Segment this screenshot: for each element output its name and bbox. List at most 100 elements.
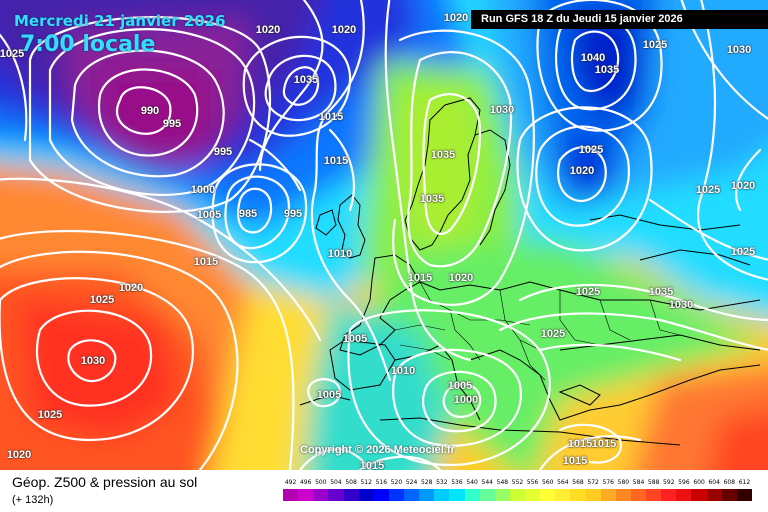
- isobar-label: 995: [283, 208, 303, 220]
- isobar-label: 1000: [453, 394, 479, 406]
- legend-swatch: [283, 489, 299, 501]
- legend-tick-label: 496: [299, 479, 312, 486]
- isobars: [0, 0, 768, 470]
- borders: [394, 281, 681, 381]
- color-legend: 492 496 500 504 508 512 516 520 524 528 532 536 540 5…: [283, 477, 753, 505]
- isobar-label: 1025: [540, 328, 566, 340]
- legend-swatch: [600, 489, 617, 501]
- legend-swatch: [615, 489, 632, 501]
- legend-tick-label: 564: [557, 479, 569, 486]
- isobar-label: 1040: [580, 52, 606, 64]
- legend-tick-label: 544: [481, 479, 493, 486]
- isobar-label: 1015: [318, 111, 344, 123]
- legend-swatch: [570, 489, 587, 501]
- legend-swatch: [479, 489, 496, 501]
- legend-swatch: [646, 489, 662, 501]
- isobar-label: 990: [140, 105, 160, 117]
- legend-tick-label: 552: [511, 479, 524, 486]
- isobar-label: 1020: [6, 449, 32, 461]
- isobar-label: 1015: [567, 438, 593, 450]
- legend-tick-label: 588: [647, 479, 660, 486]
- isobar-label: 1030: [489, 104, 515, 116]
- isobar-label: 1035: [648, 286, 674, 298]
- isobar-label: 1005: [196, 209, 222, 221]
- legend-swatch: [540, 489, 556, 501]
- isobar-label: 1015: [407, 272, 433, 284]
- isobar-label: 1025: [642, 39, 668, 51]
- isobar-label: 1025: [0, 48, 25, 60]
- legend-tick-label: 508: [345, 479, 357, 486]
- legend-swatch: [555, 489, 571, 501]
- isobar-label: 1030: [80, 355, 106, 367]
- legend-swatch: [388, 489, 405, 501]
- legend-swatch: [358, 489, 375, 501]
- legend-tick-label: 608: [723, 479, 736, 486]
- isobar-label: 985: [238, 208, 258, 220]
- isobar-label: 1030: [726, 44, 752, 56]
- legend-swatch: [691, 489, 708, 501]
- lead-time: (+ 132h): [12, 494, 54, 506]
- legend-tick-label: 540: [466, 479, 478, 486]
- legend-swatch: [313, 489, 329, 501]
- copyright-notice: Copyright © 2026 Meteociel.fr: [300, 444, 455, 456]
- legend-tick-label: 520: [390, 479, 403, 486]
- isobar-label: 1020: [118, 282, 144, 294]
- map-canvas: [0, 0, 768, 470]
- isobar-label: 1020: [443, 12, 469, 24]
- legend-swatch: [585, 489, 602, 501]
- legend-tick-label: 612: [738, 479, 751, 486]
- footer: Géop. Z500 & pression au sol (+ 132h) 49…: [0, 470, 768, 512]
- isobar-label: 1015: [323, 155, 349, 167]
- legend-tick-label: 584: [632, 479, 645, 486]
- legend-tick-label: 604: [708, 479, 720, 486]
- isobar-label: 1015: [591, 438, 617, 450]
- legend-tick-label: 556: [526, 479, 539, 486]
- legend-swatch: [434, 489, 450, 501]
- legend-tick-label: 568: [572, 479, 584, 486]
- isobar-label: 995: [213, 146, 233, 158]
- isobar-label: 1015: [193, 256, 219, 268]
- legend-swatch: [343, 489, 360, 501]
- map-caption: Géop. Z500 & pression au sol: [12, 474, 198, 490]
- isobar-label: 1035: [594, 64, 620, 76]
- legend-tick-label: 516: [375, 479, 388, 486]
- legend-swatch: [736, 489, 753, 501]
- forecast-time: 7:00 locale: [20, 32, 156, 57]
- isobar-label: 1025: [578, 144, 604, 156]
- legend-tick-label: 512: [360, 479, 372, 486]
- legend-swatch: [525, 489, 541, 501]
- legend-tick-label: 500: [315, 479, 327, 486]
- geopotential-field: [0, 0, 768, 470]
- legend-swatch: [509, 489, 526, 501]
- legend-tick-label: 596: [678, 479, 690, 486]
- isobar-label: 1035: [419, 193, 445, 205]
- isobar-label: 1020: [255, 24, 281, 36]
- legend-swatch: [404, 489, 420, 501]
- isobar-label: 1035: [293, 74, 319, 86]
- isobar-label: 1025: [89, 294, 115, 306]
- isobar-label: 1015: [359, 460, 385, 470]
- legend-tick-label: 504: [330, 479, 342, 486]
- legend-swatch: [721, 489, 738, 501]
- isobar-label: 995: [162, 118, 182, 130]
- isobar-label: 1020: [569, 165, 595, 177]
- legend-tick-label: 572: [587, 479, 599, 486]
- legend-tick-label: 560: [542, 479, 554, 486]
- legend-swatch: [676, 489, 692, 501]
- legend-swatch: [706, 489, 723, 501]
- isobar-label: 1035: [430, 149, 456, 161]
- legend-tick-label: 600: [693, 479, 705, 486]
- legend-swatch: [328, 489, 344, 501]
- isobar-label: 1015: [562, 455, 588, 467]
- isobar-label: 1000: [190, 184, 216, 196]
- legend-tick-label: 532: [436, 479, 448, 486]
- legend-swatch: [630, 489, 647, 501]
- legend-tick-label: 492: [284, 479, 297, 486]
- isobar-label: 1005: [447, 380, 473, 392]
- legend-tick-label: 528: [420, 479, 433, 486]
- forecast-date: Mercredi 21 janvier 2026: [14, 12, 226, 30]
- legend-swatch: [373, 489, 390, 501]
- isobar-label: 1020: [730, 180, 756, 192]
- isobar-label: 1025: [730, 246, 756, 258]
- isobar-label: 1010: [327, 248, 353, 260]
